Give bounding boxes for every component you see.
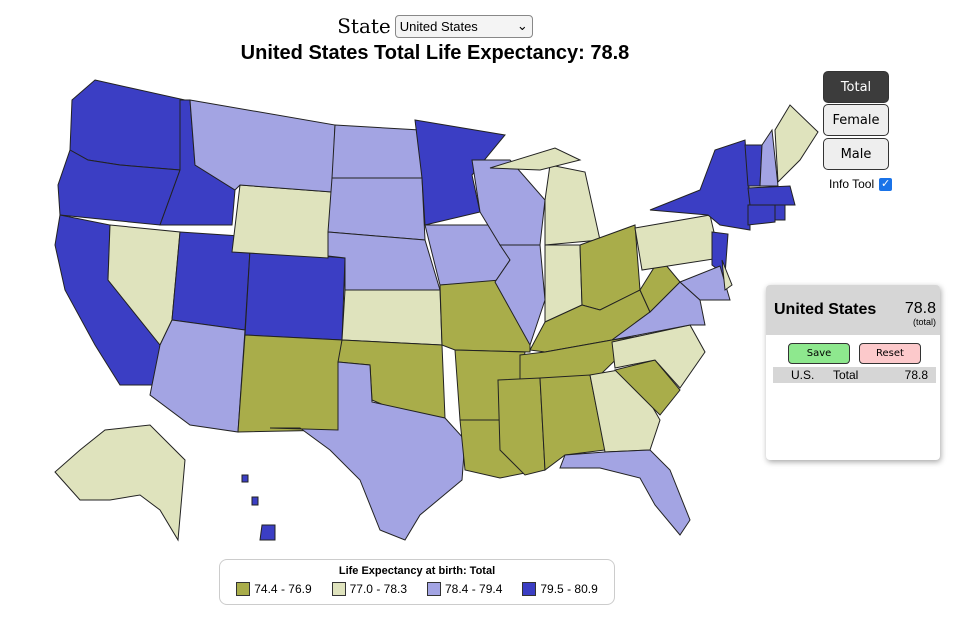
info-tool-label: Info Tool bbox=[829, 177, 875, 191]
row-region: U.S. bbox=[791, 368, 815, 382]
state-ms[interactable] bbox=[497, 377, 546, 476]
info-panel-value: 78.8 bbox=[904, 300, 936, 317]
state-pa[interactable] bbox=[634, 214, 721, 271]
state-ri[interactable] bbox=[774, 204, 786, 221]
state-select-value: United States bbox=[399, 18, 478, 34]
info-panel-header: United States 78.8 (total) bbox=[766, 285, 940, 335]
state-fl[interactable] bbox=[559, 449, 691, 536]
state-me[interactable] bbox=[774, 104, 819, 184]
info-tool-checkbox[interactable]: ✓ bbox=[879, 177, 893, 191]
save-button[interactable]: Save bbox=[788, 343, 850, 364]
row-value: 78.8 bbox=[904, 368, 928, 382]
legend-swatch bbox=[427, 582, 441, 596]
legend: Life Expectancy at birth: Total 74.4 - 7… bbox=[219, 559, 615, 605]
page-title: United States Total Life Expectancy: 78.… bbox=[240, 42, 630, 64]
reset-button[interactable]: Reset bbox=[859, 343, 921, 364]
legend-item: 79.5 - 80.9 bbox=[522, 582, 598, 596]
state-ct[interactable] bbox=[747, 204, 776, 226]
info-panel-name: United States bbox=[774, 301, 877, 318]
legend-label: 78.4 - 79.4 bbox=[445, 582, 503, 596]
state-ne[interactable] bbox=[327, 231, 441, 291]
state-vt[interactable] bbox=[744, 144, 763, 187]
legend-item: 74.4 - 76.9 bbox=[236, 582, 312, 596]
info-panel-row: U.S. Total 78.8 bbox=[773, 367, 936, 383]
state-nd[interactable] bbox=[331, 124, 423, 179]
state-ak[interactable] bbox=[54, 424, 186, 542]
state-tx[interactable] bbox=[269, 361, 466, 541]
state-ks[interactable] bbox=[341, 289, 443, 346]
legend-label: 79.5 - 80.9 bbox=[540, 582, 598, 596]
state-nh[interactable] bbox=[759, 128, 779, 187]
state-al[interactable] bbox=[539, 374, 606, 471]
state-ma[interactable] bbox=[747, 185, 796, 206]
legend-title: Life Expectancy at birth: Total bbox=[338, 565, 496, 577]
info-tool-toggle[interactable]: Info Tool ✓ bbox=[829, 177, 893, 191]
female-button[interactable]: Female bbox=[823, 104, 889, 136]
legend-item: 77.0 - 78.3 bbox=[331, 582, 407, 596]
info-panel-unit: (total) bbox=[912, 317, 936, 327]
state-hi[interactable] bbox=[251, 496, 259, 506]
state-nm[interactable] bbox=[237, 334, 343, 433]
state-select[interactable]: United States ⌄ bbox=[394, 14, 533, 38]
row-measure: Total bbox=[833, 368, 859, 382]
state-sd[interactable] bbox=[327, 177, 426, 241]
header: State United States ⌄ United States Total… bbox=[0, 14, 980, 65]
state-wa[interactable] bbox=[69, 79, 186, 171]
state-co[interactable] bbox=[244, 249, 346, 341]
state-hi[interactable] bbox=[259, 524, 276, 541]
legend-label: 74.4 - 76.9 bbox=[254, 582, 312, 596]
legend-swatch bbox=[236, 582, 251, 596]
chevron-down-icon: ⌄ bbox=[516, 18, 528, 33]
state-hi[interactable] bbox=[241, 474, 249, 483]
legend-swatch bbox=[522, 582, 537, 596]
state-mi[interactable] bbox=[544, 164, 601, 246]
state-sc[interactable] bbox=[614, 359, 681, 416]
state-de[interactable] bbox=[721, 259, 733, 291]
legend-swatch bbox=[331, 582, 346, 596]
state-az[interactable] bbox=[149, 319, 246, 433]
total-button[interactable]: Total bbox=[823, 71, 889, 103]
legend-item: 78.4 - 79.4 bbox=[427, 582, 502, 596]
state-mi[interactable] bbox=[489, 147, 582, 171]
male-button[interactable]: Male bbox=[823, 138, 889, 170]
state-wy[interactable] bbox=[231, 184, 333, 259]
state-il[interactable] bbox=[494, 244, 546, 347]
legend-label: 77.0 - 78.3 bbox=[349, 582, 407, 596]
info-panel: United States 78.8 (total) Save Reset U.… bbox=[766, 285, 940, 460]
state-label: State bbox=[337, 14, 391, 38]
state-md[interactable] bbox=[679, 265, 731, 301]
